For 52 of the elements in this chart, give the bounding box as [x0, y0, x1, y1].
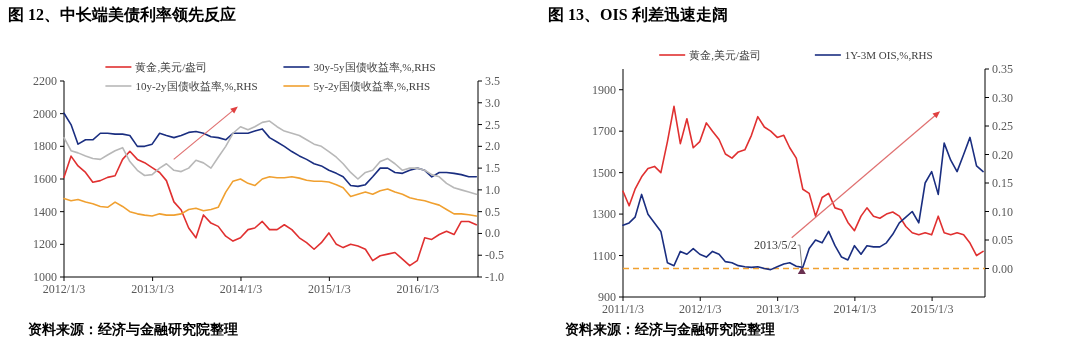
y-tick-label: 1400 — [33, 204, 57, 219]
y2-tick-label: 2.5 — [485, 117, 500, 132]
y-tick-label: 1100 — [592, 248, 616, 263]
y-tick-label: 1700 — [592, 124, 616, 139]
chart-title: 图 13、OIS 利差迅速走阔 — [548, 6, 728, 23]
x-tick-label: 2011/1/3 — [601, 302, 645, 316]
legend-label: 黄金,美元/盎司 — [135, 61, 208, 73]
x-tick-label: 2013/1/3 — [131, 282, 174, 296]
y2-tick-label: 0.10 — [992, 204, 1013, 219]
y-tick-label: 1500 — [592, 165, 616, 180]
y-tick-label: 1800 — [33, 139, 57, 154]
y2-tick-label: 0.05 — [992, 233, 1013, 247]
y-tick-label: 1300 — [592, 207, 616, 222]
chart-title: 图 12、中长端美债利率领先反应 — [8, 5, 236, 23]
y2-tick-label: 3.0 — [485, 95, 500, 110]
y-tick-label: 2200 — [33, 74, 57, 88]
legend-label: 30y-5y国债收益率,%,RHS — [313, 61, 436, 73]
y2-tick-label: 0.35 — [992, 62, 1013, 76]
legend-label: 1Y-3M OIS,%,RHS — [844, 49, 933, 61]
y2-tick-label: -1.0 — [485, 270, 504, 284]
y-tick-label: 1600 — [33, 172, 57, 186]
legend-label: 黄金,美元/盎司 — [689, 49, 762, 61]
x-tick-label: 2014/1/3 — [833, 302, 877, 316]
y-tick-label: 1900 — [592, 82, 616, 97]
y-tick-label: 2000 — [33, 106, 57, 121]
y2-tick-label: 0.25 — [992, 119, 1013, 133]
legend-label: 5y-2y国债收益率,%,RHS — [313, 80, 431, 92]
x-tick-label: 2012/1/3 — [42, 282, 86, 296]
y-tick-label: 900 — [598, 290, 616, 304]
y2-tick-label: 0.00 — [992, 261, 1013, 276]
y2-tick-label: -0.5 — [485, 248, 504, 263]
y2-tick-label: 3.5 — [485, 74, 500, 88]
y2-tick-label: 1.0 — [485, 182, 500, 197]
text: 资料来源：经济与金融研究院整理 — [28, 321, 238, 337]
y2-tick-label: 0.5 — [485, 204, 500, 219]
y2-tick-label: 0.0 — [485, 226, 500, 241]
text: 资料来源：经济与金融研究院整理 — [565, 321, 775, 337]
y2-tick-label: 0.15 — [992, 176, 1013, 190]
x-tick-label: 2014/1/3 — [219, 282, 263, 296]
y2-tick-label: 0.30 — [992, 90, 1013, 105]
y2-tick-label: 1.5 — [485, 161, 500, 176]
x-tick-label: 2016/1/3 — [396, 282, 440, 296]
x-tick-label: 2012/1/3 — [678, 302, 722, 316]
annotation: 2013/5/2 — [754, 238, 797, 253]
y-tick-label: 1000 — [33, 270, 57, 284]
x-tick-label: 2015/1/3 — [910, 302, 954, 316]
y-tick-label: 1200 — [33, 237, 57, 252]
legend-label: 10y-2y国债收益率,%,RHS — [135, 80, 258, 92]
x-tick-label: 2015/1/3 — [308, 282, 351, 296]
y2-tick-label: 0.20 — [992, 147, 1013, 162]
y2-tick-label: 2.0 — [485, 139, 500, 154]
x-tick-label: 2013/1/3 — [756, 302, 799, 316]
